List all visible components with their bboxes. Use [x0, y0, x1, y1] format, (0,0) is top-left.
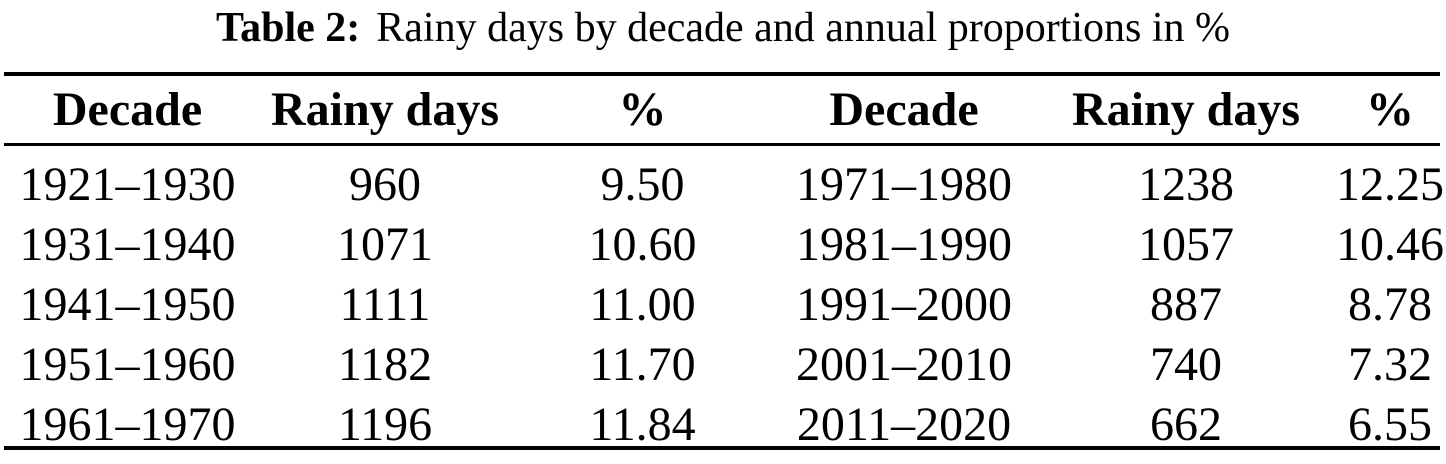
cell-decade-left: 1931–1940 — [19, 218, 236, 271]
cell-decade-left: 1951–1960 — [19, 338, 236, 391]
cell-rainy-days-left: 1196 — [337, 398, 433, 451]
table-mid-rule — [4, 143, 1440, 146]
header-rainy-days-right: Rainy days — [1071, 83, 1301, 136]
table-caption: Table 2: Rainy days by decade and annual … — [0, 0, 1446, 56]
cell-percent-right: 8.78 — [1348, 278, 1432, 331]
cell-percent-right: 12.25 — [1336, 158, 1444, 211]
cell-decade-left: 1941–1950 — [19, 278, 236, 331]
header-decade-left: Decade — [52, 83, 203, 136]
cell-decade-right: 1991–2000 — [796, 278, 1012, 331]
table-caption-text: Rainy days by decade and annual proporti… — [376, 5, 1231, 51]
cell-percent-left: 9.50 — [600, 158, 685, 211]
table-top-rule — [4, 72, 1440, 76]
table-header-row: Decade Rainy days % Decade Rainy days % — [0, 76, 1446, 143]
cell-rainy-days-right: 1057 — [1138, 218, 1234, 271]
cell-decade-right: 2011–2020 — [796, 398, 1012, 451]
cell-decade-right: 1971–1980 — [796, 158, 1012, 211]
cell-percent-right: 10.46 — [1336, 218, 1444, 271]
cell-rainy-days-right: 1238 — [1138, 158, 1234, 211]
cell-rainy-days-left: 960 — [349, 158, 421, 211]
table-row: 1941–1950 1111 11.00 1991–2000 887 8.78 — [0, 266, 1446, 331]
cell-decade-left: 1921–1930 — [19, 158, 236, 211]
table-row: 1951–1960 1182 11.70 2001–2010 740 7.32 — [0, 326, 1446, 391]
cell-percent-right: 6.55 — [1348, 398, 1432, 451]
cell-rainy-days-left: 1071 — [337, 218, 433, 271]
table-row: 1961–1970 1196 11.84 2011–2020 662 6.55 — [0, 386, 1446, 451]
header-rainy-days-left: Rainy days — [270, 83, 500, 136]
header-percent-left: % — [618, 83, 667, 136]
table-row: 1931–1940 1071 10.60 1981–1990 1057 10.4… — [0, 206, 1446, 271]
cell-rainy-days-right: 662 — [1150, 398, 1222, 451]
header-percent-right: % — [1366, 83, 1414, 136]
cell-decade-right: 2001–2010 — [796, 338, 1012, 391]
cell-rainy-days-left: 1111 — [339, 278, 431, 331]
cell-percent-left: 11.70 — [589, 338, 696, 391]
cell-percent-right: 7.32 — [1348, 338, 1432, 391]
table-body: 1921–1930 960 9.50 1971–1980 1238 12.25 … — [0, 146, 1446, 451]
header-decade-right: Decade — [829, 83, 979, 136]
table-row: 1921–1930 960 9.50 1971–1980 1238 12.25 — [0, 146, 1446, 211]
cell-rainy-days-left: 1182 — [337, 338, 433, 391]
table-caption-label: Table 2: — [215, 5, 361, 51]
cell-percent-left: 11.00 — [589, 278, 696, 331]
cell-rainy-days-right: 740 — [1150, 338, 1222, 391]
cell-percent-left: 11.84 — [589, 398, 696, 451]
cell-decade-right: 1981–1990 — [796, 218, 1012, 271]
cell-decade-left: 1961–1970 — [19, 398, 236, 451]
table-bottom-rule — [4, 446, 1440, 450]
cell-rainy-days-right: 887 — [1150, 278, 1222, 331]
cell-percent-left: 10.60 — [588, 218, 697, 271]
